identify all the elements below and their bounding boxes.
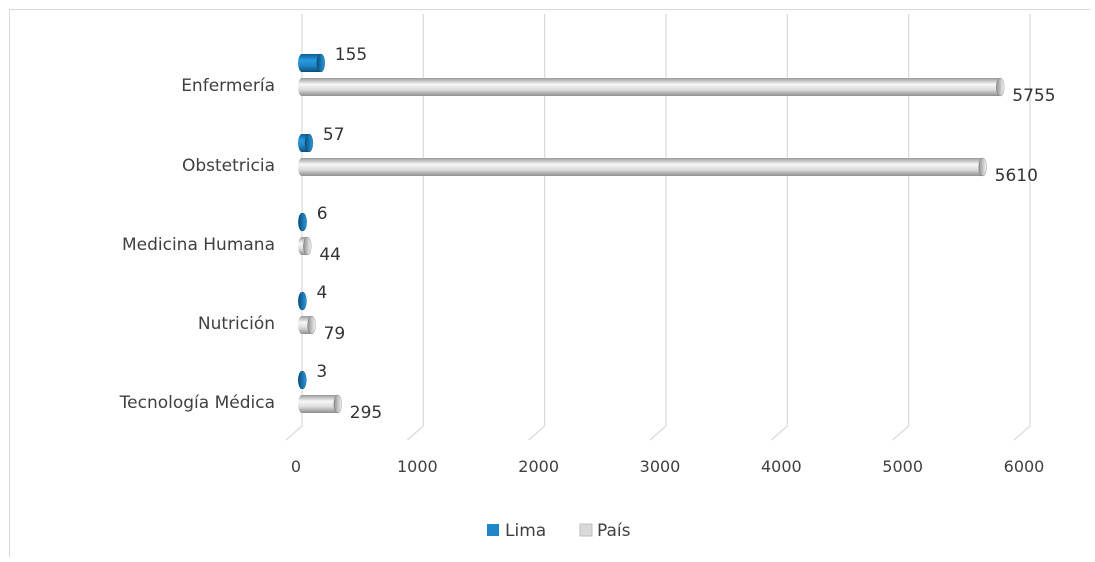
x-tick-label: 2000 bbox=[518, 457, 559, 476]
lima-data-label: 155 bbox=[335, 45, 367, 65]
pais-data-label: 5610 bbox=[995, 166, 1038, 186]
lima-bar bbox=[298, 370, 307, 390]
x-tick-label: 1000 bbox=[397, 457, 438, 476]
gridline bbox=[770, 14, 788, 441]
legend-swatch-lima bbox=[487, 524, 499, 536]
category-label: Enfermería bbox=[181, 76, 275, 96]
gridline bbox=[528, 14, 546, 441]
lima-data-label: 4 bbox=[316, 283, 327, 303]
pais-bar bbox=[298, 77, 1005, 97]
x-tick-label: 6000 bbox=[1004, 457, 1045, 476]
lima-data-label: 6 bbox=[317, 204, 328, 224]
bars bbox=[298, 53, 1005, 414]
pais-data-label: 295 bbox=[350, 403, 382, 423]
x-tick-label: 4000 bbox=[761, 457, 802, 476]
pais-data-label: 5755 bbox=[1012, 86, 1055, 106]
lima-bar bbox=[298, 133, 314, 153]
pais-bar bbox=[298, 315, 316, 335]
pais-bar bbox=[298, 394, 343, 414]
lima-data-label: 57 bbox=[323, 125, 345, 145]
lima-bar bbox=[298, 212, 308, 232]
gridline bbox=[406, 14, 424, 441]
category-labels: Enfermería Obstetricia Medicina Humana Nutr… bbox=[119, 76, 275, 413]
legend-swatch-pais bbox=[579, 523, 593, 537]
category-label: Obstetricia bbox=[182, 156, 275, 176]
x-axis-tick-labels: 0 1000 2000 3000 4000 5000 6000 bbox=[291, 457, 1044, 476]
x-tick-label: 3000 bbox=[640, 457, 681, 476]
legend-label-lima: Lima bbox=[505, 521, 546, 541]
lima-bar bbox=[298, 53, 326, 73]
x-tick-label: 0 bbox=[291, 457, 301, 476]
pais-bar bbox=[298, 157, 987, 177]
category-label: Tecnología Médica bbox=[119, 393, 275, 413]
lima-data-label: 3 bbox=[316, 362, 327, 382]
pais-data-label: 44 bbox=[319, 245, 341, 265]
pais-bar bbox=[298, 236, 312, 256]
gridline bbox=[892, 14, 910, 441]
chart-frame bbox=[9, 9, 1090, 557]
pais-data-label: 79 bbox=[324, 324, 346, 344]
gridline bbox=[649, 14, 667, 441]
gridlines bbox=[285, 14, 1031, 441]
gridline bbox=[1013, 14, 1031, 441]
lima-bar bbox=[298, 291, 307, 311]
legend-label-pais: País bbox=[597, 521, 631, 541]
legend: Lima País bbox=[487, 521, 631, 541]
category-label: Nutrición bbox=[198, 314, 275, 334]
x-tick-label: 5000 bbox=[882, 457, 923, 476]
category-label: Medicina Humana bbox=[122, 235, 275, 255]
